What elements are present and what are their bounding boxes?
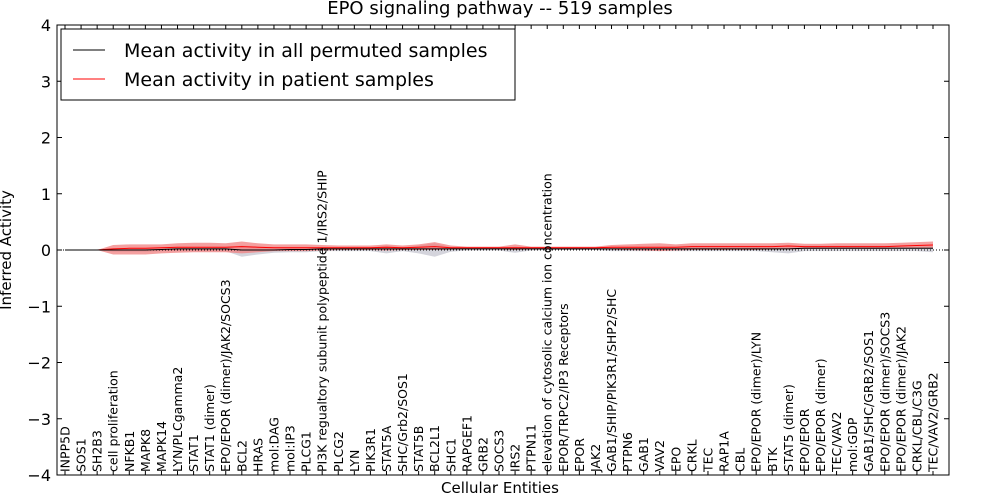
y-tick-label: 4 — [41, 16, 51, 35]
x-category-label: STAT5A — [379, 425, 394, 472]
x-category-label: GAB1 — [636, 437, 651, 472]
y-axis-title: Inferred Activity — [0, 190, 15, 310]
y-tick-label: −1 — [27, 297, 51, 316]
y-tick-label: −4 — [27, 466, 51, 485]
chart-title: EPO signaling pathway -- 519 samples — [327, 0, 673, 19]
x-category-label: mol:GDP — [845, 417, 860, 472]
x-category-label: JAK2 — [588, 444, 603, 473]
x-category-label: elevation of cytosolic calcium ion conce… — [540, 173, 555, 472]
y-tick-label: −3 — [27, 410, 51, 429]
x-category-label: SOS1 — [74, 438, 89, 472]
x-category-label: SHC/Grb2/SOS1 — [395, 373, 410, 472]
x-category-label: STAT1 (dimer) — [202, 384, 217, 472]
x-category-label: PLCG2 — [331, 431, 346, 472]
x-category-label: CRKL — [684, 439, 699, 472]
x-category-label: EPO/EPOR (dimer)/SOCS3 — [877, 312, 892, 472]
x-category-label: EPO/EPOR (dimer)/JAK2 — [893, 326, 908, 472]
permuted-series-line — [65, 247, 933, 251]
x-category-label: PTPN11 — [524, 424, 539, 472]
x-category-label: HRAS — [250, 438, 265, 472]
x-category-label: EPO/EPOR — [797, 408, 812, 472]
plot-area: −4 −3 −2 −1 0 1 2 3 4 INPP5D SOS1 SH2B3 cell prolife… — [27, 16, 950, 485]
x-category-label: SOCS3 — [492, 430, 507, 472]
y-tick-label: 0 — [41, 241, 51, 260]
x-category-label: EPO — [668, 447, 683, 472]
x-category-label: LYN/PLCgamma2 — [170, 367, 185, 472]
legend-box — [60, 28, 516, 101]
y-tick-label: 2 — [41, 129, 51, 148]
x-category-label: CBL — [733, 448, 748, 472]
x-category-label: cell proliferation — [106, 370, 121, 472]
x-category-label: LYN — [347, 450, 362, 472]
x-category-label: SH2B3 — [90, 430, 105, 472]
x-category-label: BTK — [765, 447, 780, 472]
x-category-label: TEC/VAV2 — [829, 412, 844, 473]
x-category-label: mol:IP3 — [283, 425, 298, 472]
x-category-label: MAPK14 — [154, 421, 169, 472]
x-category-label: GAB1/SHIP/PIK3R1/SHP2/SHC — [604, 289, 619, 472]
x-category-label: PI3K regualtory subunit polypeptide 1/IR… — [315, 170, 330, 472]
x-category-label: BCL2L1 — [427, 425, 442, 472]
x-category-label: RAPGEF1 — [459, 415, 474, 472]
y-tick-label: −2 — [27, 354, 51, 373]
x-category-label: CRKL/CBL/C3G — [909, 380, 924, 472]
x-category-label: TEC — [701, 447, 716, 473]
x-category-label: EPO/EPOR (dimer)/LYN — [749, 332, 764, 472]
x-category-label: STAT5B — [411, 426, 426, 472]
x-category-label: INPP5D — [58, 426, 73, 472]
x-category-label: mol:DAG — [267, 417, 282, 472]
x-category-label: GAB1/SHC/GRB2/SOS1 — [861, 330, 876, 472]
x-category-label: SHC1 — [443, 438, 458, 472]
x-category-label: IRS2 — [508, 444, 523, 472]
x-category-label: RAP1A — [717, 431, 732, 472]
legend-permuted-label: Mean activity in all permuted samples — [124, 40, 487, 62]
x-category-label: GRB2 — [475, 437, 490, 472]
legend: Mean activity in all permuted samples Mea… — [60, 28, 516, 101]
y-tick-label: 1 — [41, 185, 51, 204]
x-category-label: EPO/EPOR (dimer) — [813, 358, 828, 472]
x-category-label: MAPK8 — [138, 429, 153, 472]
x-category-label: PIK3R1 — [363, 428, 378, 472]
x-category-label: EPOR/TRPC2/IP3 Receptors — [556, 303, 571, 472]
x-category-label: STAT5 (dimer) — [781, 384, 796, 472]
x-axis-title: Cellular Entities — [441, 479, 559, 497]
x-category-label: NFKB1 — [122, 431, 137, 472]
legend-patient-label: Mean activity in patient samples — [124, 69, 434, 91]
x-category-label: STAT1 — [186, 434, 201, 472]
x-category-label: EPO/EPOR (dimer)/JAK2/SOCS3 — [218, 279, 233, 472]
y-tick-label: 3 — [41, 72, 51, 91]
x-category-label: PTPN6 — [620, 432, 635, 472]
x-category-label: TEC/VAV2/GRB2 — [926, 372, 941, 473]
x-category-label: PLCG1 — [299, 431, 314, 472]
patient-series-line — [65, 244, 934, 251]
x-category-label: EPOR — [572, 438, 587, 472]
x-category-label: VAV2 — [652, 440, 667, 472]
x-category-label: BCL2 — [234, 440, 249, 472]
